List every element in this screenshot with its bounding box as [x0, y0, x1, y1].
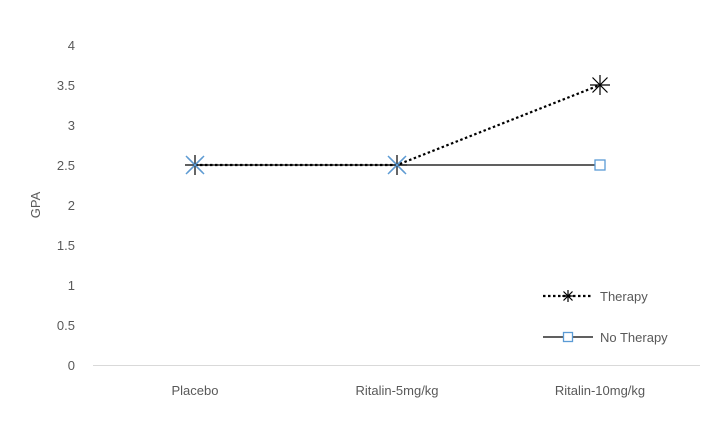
- x-tick-label: Ritalin-10mg/kg: [555, 383, 645, 398]
- data-point-therapy-stroke: [592, 77, 608, 93]
- y-axis-label: GPA: [28, 191, 43, 218]
- x-tick-label: Ritalin-5mg/kg: [355, 383, 438, 398]
- legend-label: No Therapy: [600, 330, 668, 345]
- y-tick-label: 1: [68, 278, 75, 293]
- y-tick-label: 2: [68, 198, 75, 213]
- legend-label: Therapy: [600, 289, 648, 304]
- data-point-no-therapy: [387, 155, 407, 175]
- series-line-therapy: [195, 83, 601, 167]
- data-point-no-therapy: [594, 159, 606, 171]
- legend: Therapy No Therapy: [543, 289, 668, 345]
- x-tick-label: Placebo: [172, 383, 219, 398]
- y-tick-label: 3.5: [57, 78, 75, 93]
- y-tick-label: 3: [68, 118, 75, 133]
- y-tick-label: 4: [68, 38, 75, 53]
- legend-item-therapy: Therapy: [543, 289, 648, 304]
- data-point-no-therapy-stroke: [185, 155, 205, 175]
- legend-item-no-therapy: No Therapy: [543, 330, 668, 345]
- y-tick-label: 0.5: [57, 318, 75, 333]
- legend-marker: [562, 290, 574, 302]
- y-tick-label: 0: [68, 358, 75, 373]
- plot-area: 0 0.5 1 1.5 2 2.5 3 3.5 4 Placebo Ritalin-5mg/kg Ri…: [57, 38, 700, 398]
- y-tick-label: 1.5: [57, 238, 75, 253]
- data-point-no-therapy-stroke: [387, 155, 407, 175]
- data-point-no-therapy: [185, 155, 205, 175]
- legend-marker-stroke: [563, 291, 573, 301]
- legend-marker: [562, 331, 574, 343]
- data-point-therapy: [590, 75, 610, 95]
- y-tick-label: 2.5: [57, 158, 75, 173]
